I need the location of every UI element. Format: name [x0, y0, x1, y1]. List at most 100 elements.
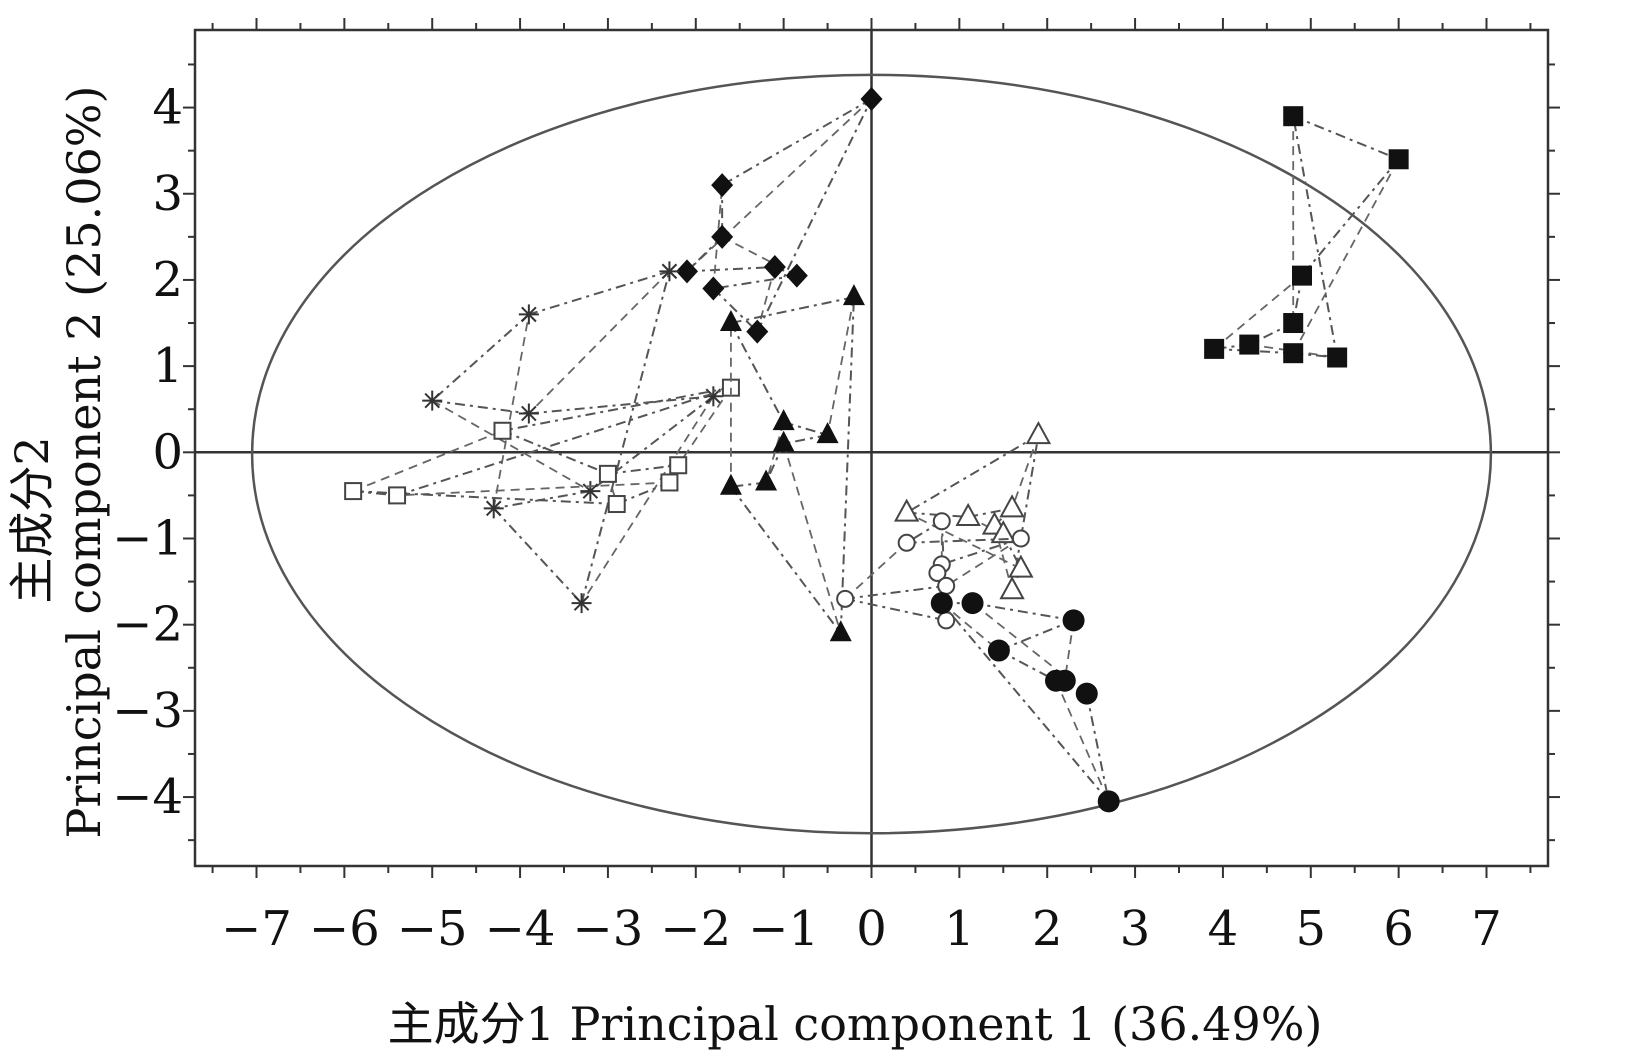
connector-line: [1213, 274, 1303, 350]
series-open-triangle: [893, 420, 1052, 600]
connector-line: [844, 597, 947, 622]
data-point: [1097, 790, 1120, 813]
data-point: [763, 255, 786, 280]
data-point: [930, 592, 953, 615]
connector-line: [492, 507, 583, 604]
x-tick-label: 1: [944, 901, 975, 957]
data-point: [1283, 106, 1304, 127]
data-point: [937, 576, 956, 595]
data-point: [932, 512, 951, 531]
connector-line: [998, 619, 1074, 652]
connector-line: [906, 537, 1021, 544]
x-tick-label: 5: [1296, 901, 1327, 957]
data-point: [660, 473, 679, 492]
data-point: [955, 502, 981, 526]
series-open-circle: [836, 512, 1030, 630]
data-point: [755, 469, 778, 491]
connector-line: [906, 434, 1039, 514]
series-layer: [344, 86, 1409, 813]
connector-line: [502, 429, 609, 475]
x-tick-label: −6: [309, 901, 380, 957]
series-asterisk: [422, 261, 724, 614]
connector-line: [721, 98, 872, 187]
connector-line: [431, 399, 591, 492]
asterisk-stroke: [424, 392, 440, 409]
x-axis-title: 主成分1 Principal component 1 (36.49%): [388, 997, 1323, 1051]
data-point: [669, 456, 688, 475]
connector-line: [431, 313, 530, 402]
data-point: [483, 498, 504, 519]
connector-line: [397, 481, 670, 497]
connector-line: [686, 236, 723, 273]
connector-line: [1292, 115, 1400, 161]
connector-line: [1301, 158, 1400, 277]
series-filled-triangle: [719, 284, 865, 642]
series-filled-circle: [930, 592, 1120, 813]
connector-line: [845, 584, 947, 600]
zero-lines: [195, 30, 1548, 866]
connector-line: [972, 602, 1074, 622]
data-point: [836, 589, 855, 608]
connector-line: [971, 602, 1088, 695]
y-tick-label: −1: [112, 510, 183, 566]
data-point: [860, 86, 883, 111]
data-point: [1008, 554, 1034, 578]
series-open-square: [344, 378, 740, 514]
y-tick-label: −2: [112, 597, 183, 653]
asterisk-stroke: [582, 483, 599, 499]
data-point: [987, 639, 1010, 662]
connector-line: [945, 537, 1022, 587]
connector-line: [492, 314, 530, 509]
data-point: [746, 319, 769, 344]
data-point: [659, 261, 680, 282]
data-point: [990, 520, 1016, 544]
data-point: [607, 495, 626, 514]
connector-line: [353, 490, 617, 506]
data-point: [1388, 149, 1409, 170]
connector-line: [528, 270, 671, 415]
data-point: [1025, 420, 1052, 445]
connector-line: [906, 511, 1022, 570]
data-point: [928, 563, 947, 582]
connector-line: [528, 395, 714, 415]
asterisk-stroke: [521, 405, 537, 422]
data-point: [772, 409, 795, 431]
data-point: [1283, 343, 1304, 364]
data-point: [1204, 338, 1225, 359]
data-point: [829, 620, 852, 642]
x-tick-label: −3: [573, 901, 644, 957]
connector-line: [967, 507, 1013, 518]
connector-line: [941, 602, 1000, 652]
data-point: [1283, 313, 1304, 334]
data-point: [518, 403, 539, 424]
data-point: [1327, 347, 1348, 368]
connector-line: [765, 421, 785, 483]
data-point: [598, 464, 617, 483]
series-connectors: [730, 296, 855, 634]
y-tick-label: −4: [112, 769, 183, 825]
connector-line: [756, 266, 776, 332]
asterisk-stroke: [521, 306, 537, 323]
connector-line: [502, 386, 732, 432]
data-point: [1292, 265, 1312, 286]
connector-line: [1085, 693, 1110, 802]
y-tick-label: 2: [152, 252, 183, 308]
x-tick-label: −4: [485, 901, 556, 957]
y-axis-title-en: Principal component 2 (25.06%): [57, 86, 111, 839]
data-point: [518, 304, 539, 325]
series-connectors: [1213, 115, 1400, 359]
connector-line: [782, 443, 842, 634]
data-point: [816, 422, 839, 444]
connector-line: [730, 486, 842, 634]
data-point: [711, 173, 734, 198]
connector-line: [839, 297, 855, 634]
series-filled-square: [1204, 106, 1409, 368]
connector-line: [432, 399, 529, 415]
asterisk-stroke: [485, 500, 502, 517]
connector-line: [677, 387, 732, 466]
x-tick-label: −5: [397, 901, 468, 957]
connector-line: [686, 266, 775, 273]
series-filled-diamond: [676, 86, 883, 344]
connector-line: [1292, 116, 1339, 358]
